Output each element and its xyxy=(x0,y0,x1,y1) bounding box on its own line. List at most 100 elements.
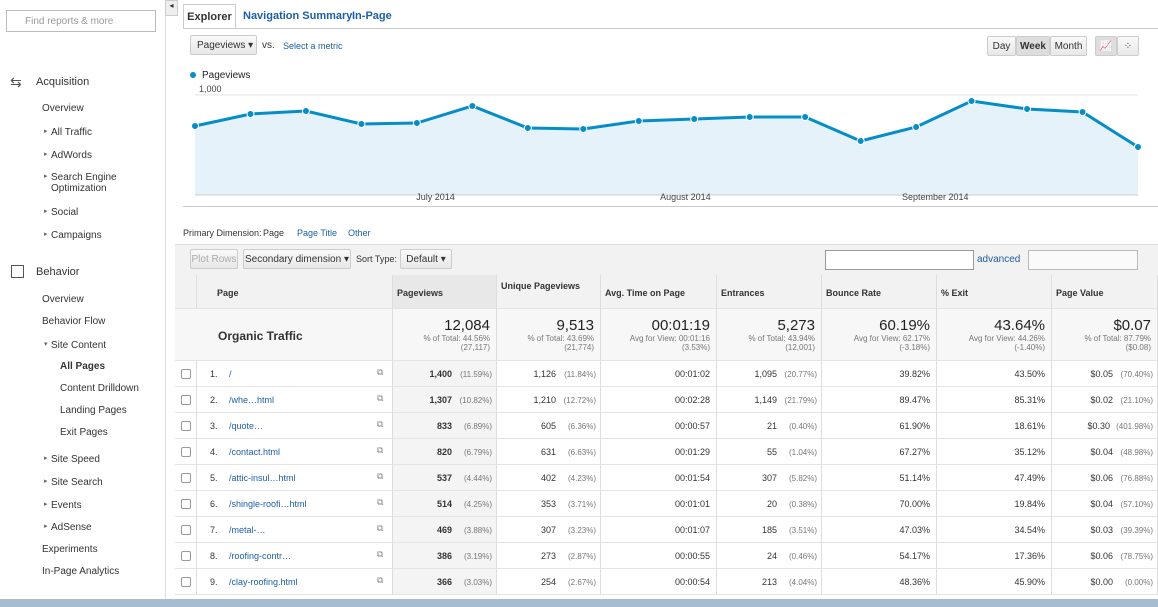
nav-item[interactable]: All Pages xyxy=(60,361,106,372)
value: 386 xyxy=(436,551,452,561)
header-label[interactable]: Page xyxy=(217,288,239,298)
open-icon[interactable]: ⧉ xyxy=(377,471,384,481)
open-icon[interactable]: ⧉ xyxy=(377,575,384,585)
nav-item[interactable]: Social xyxy=(51,207,79,218)
view-toggles[interactable] xyxy=(1028,250,1138,270)
page-link[interactable]: /whe…html xyxy=(229,395,275,405)
x-label: August 2014 xyxy=(660,192,711,202)
nav-item[interactable]: Content Drilldown xyxy=(60,383,139,394)
nav-item[interactable]: AdWords xyxy=(51,150,92,161)
nav-item[interactable]: All Traffic xyxy=(51,127,92,138)
open-icon[interactable]: ⧉ xyxy=(377,549,384,559)
nav-item[interactable]: Campaigns xyxy=(51,230,102,241)
nav-item[interactable]: Events xyxy=(51,500,82,511)
row-checkbox[interactable] xyxy=(175,517,197,543)
nav-item[interactable]: Search Engine Optimization xyxy=(51,172,117,194)
value-pct: (20.77%) xyxy=(784,370,817,379)
page-link[interactable]: /attic-insul…html xyxy=(229,473,296,483)
period-btn[interactable]: Week xyxy=(1016,36,1050,56)
checkbox[interactable] xyxy=(181,473,191,483)
point xyxy=(191,122,199,130)
row-checkbox[interactable] xyxy=(175,543,197,569)
checkbox[interactable] xyxy=(181,551,191,561)
checkbox[interactable] xyxy=(181,447,191,457)
dimension-option[interactable]: Page Title xyxy=(297,228,338,238)
secondary-dimension[interactable]: Secondary dimension ▾ xyxy=(243,249,351,269)
period-btn[interactable]: Month xyxy=(1050,36,1087,56)
data-cell: 00:01:29 xyxy=(601,439,717,465)
row-checkbox[interactable] xyxy=(175,465,197,491)
nav-heading[interactable]: Behavior xyxy=(36,266,80,278)
sort-select[interactable]: Default ▾ xyxy=(400,249,452,269)
page-link[interactable]: /metal-… xyxy=(229,525,266,535)
page-cell: 4. /contact.html ⧉ xyxy=(197,439,393,465)
checkbox[interactable] xyxy=(181,395,191,405)
nav-item[interactable]: Exit Pages xyxy=(60,427,108,438)
chart-type-btn[interactable]: ⁘ xyxy=(1117,36,1139,56)
nav-item[interactable]: AdSense xyxy=(51,522,92,533)
checkbox[interactable] xyxy=(181,369,191,379)
select-metric[interactable]: Select a metric xyxy=(283,41,343,51)
checkbox[interactable] xyxy=(181,421,191,431)
value: 537 xyxy=(436,473,452,483)
open-icon[interactable]: ⧉ xyxy=(377,367,384,377)
table-search[interactable] xyxy=(825,250,974,270)
value: 1,095 xyxy=(754,369,777,379)
summary-value: 9,513 xyxy=(556,317,594,334)
header-label[interactable]: Avg. Time on Page xyxy=(605,288,686,298)
page-link[interactable]: /quote… xyxy=(229,421,264,431)
data-cell: (2.67%) 254 xyxy=(497,569,601,595)
header-label[interactable]: Pageviews xyxy=(397,288,444,298)
page-link[interactable]: /shingle-roofi…html xyxy=(229,499,307,509)
page-link[interactable]: / xyxy=(229,369,232,379)
header-label[interactable]: % Exit xyxy=(941,288,969,298)
plot-rows[interactable]: Plot Rows xyxy=(190,249,238,269)
caret: ▾ xyxy=(44,341,48,348)
advanced[interactable]: advanced xyxy=(977,254,1021,265)
nav-item[interactable]: Overview xyxy=(42,103,84,114)
open-icon[interactable]: ⧉ xyxy=(377,523,384,533)
dimension-option[interactable]: Other xyxy=(348,228,371,238)
nav-item[interactable]: Site Speed xyxy=(51,454,100,465)
nav-heading[interactable]: Acquisition xyxy=(36,76,90,88)
header-label[interactable]: Bounce Rate xyxy=(826,288,882,298)
nav-item[interactable]: In-Page Analytics xyxy=(42,566,120,577)
row-checkbox[interactable] xyxy=(175,569,197,595)
nav-item[interactable]: Site Content xyxy=(51,340,107,351)
open-icon[interactable]: ⧉ xyxy=(377,445,384,455)
nav-item[interactable]: Site Search xyxy=(51,477,103,488)
nav-item[interactable]: Overview xyxy=(42,294,84,305)
nav-item[interactable]: Landing Pages xyxy=(60,405,127,416)
collapse-btn[interactable]: ◂ xyxy=(165,0,178,16)
nav-item[interactable]: Experiments xyxy=(42,544,98,555)
open-icon[interactable]: ⧉ xyxy=(377,497,384,507)
page-link[interactable]: /roofing-contr… xyxy=(229,551,292,561)
tab[interactable]: In-Page xyxy=(352,10,392,22)
tab[interactable]: Explorer xyxy=(183,4,236,28)
chart-type-btn[interactable]: 📈 xyxy=(1095,36,1117,56)
page-link[interactable]: /clay-roofing.html xyxy=(229,577,298,587)
search-box[interactable]: Find reports & more xyxy=(6,10,156,32)
nav-item[interactable]: Behavior Flow xyxy=(42,316,106,327)
row-checkbox[interactable] xyxy=(175,413,197,439)
open-icon[interactable]: ⧉ xyxy=(377,419,384,429)
value: 51.14% xyxy=(899,473,930,483)
value-pct: (6.36%) xyxy=(567,422,596,431)
tab[interactable]: Navigation Summary xyxy=(243,10,353,22)
row-checkbox[interactable] xyxy=(175,361,197,387)
open-icon[interactable]: ⧉ xyxy=(377,393,384,403)
checkbox[interactable] xyxy=(181,525,191,535)
value: 61.90% xyxy=(899,421,930,431)
checkbox[interactable] xyxy=(181,499,191,509)
header-label[interactable]: Entrances xyxy=(721,288,765,298)
page-link[interactable]: /contact.html xyxy=(229,447,281,457)
header-label[interactable]: Page Value xyxy=(1056,288,1104,298)
row-checkbox[interactable] xyxy=(175,439,197,465)
checkbox[interactable] xyxy=(181,577,191,587)
header-label[interactable]: Unique Pageviews xyxy=(501,281,581,291)
metric-select[interactable]: Pageviews ▾ xyxy=(190,35,257,55)
value-pct: (6.63%) xyxy=(567,448,596,457)
row-checkbox[interactable] xyxy=(175,491,197,517)
period-btn[interactable]: Day xyxy=(987,36,1016,56)
row-checkbox[interactable] xyxy=(175,387,197,413)
